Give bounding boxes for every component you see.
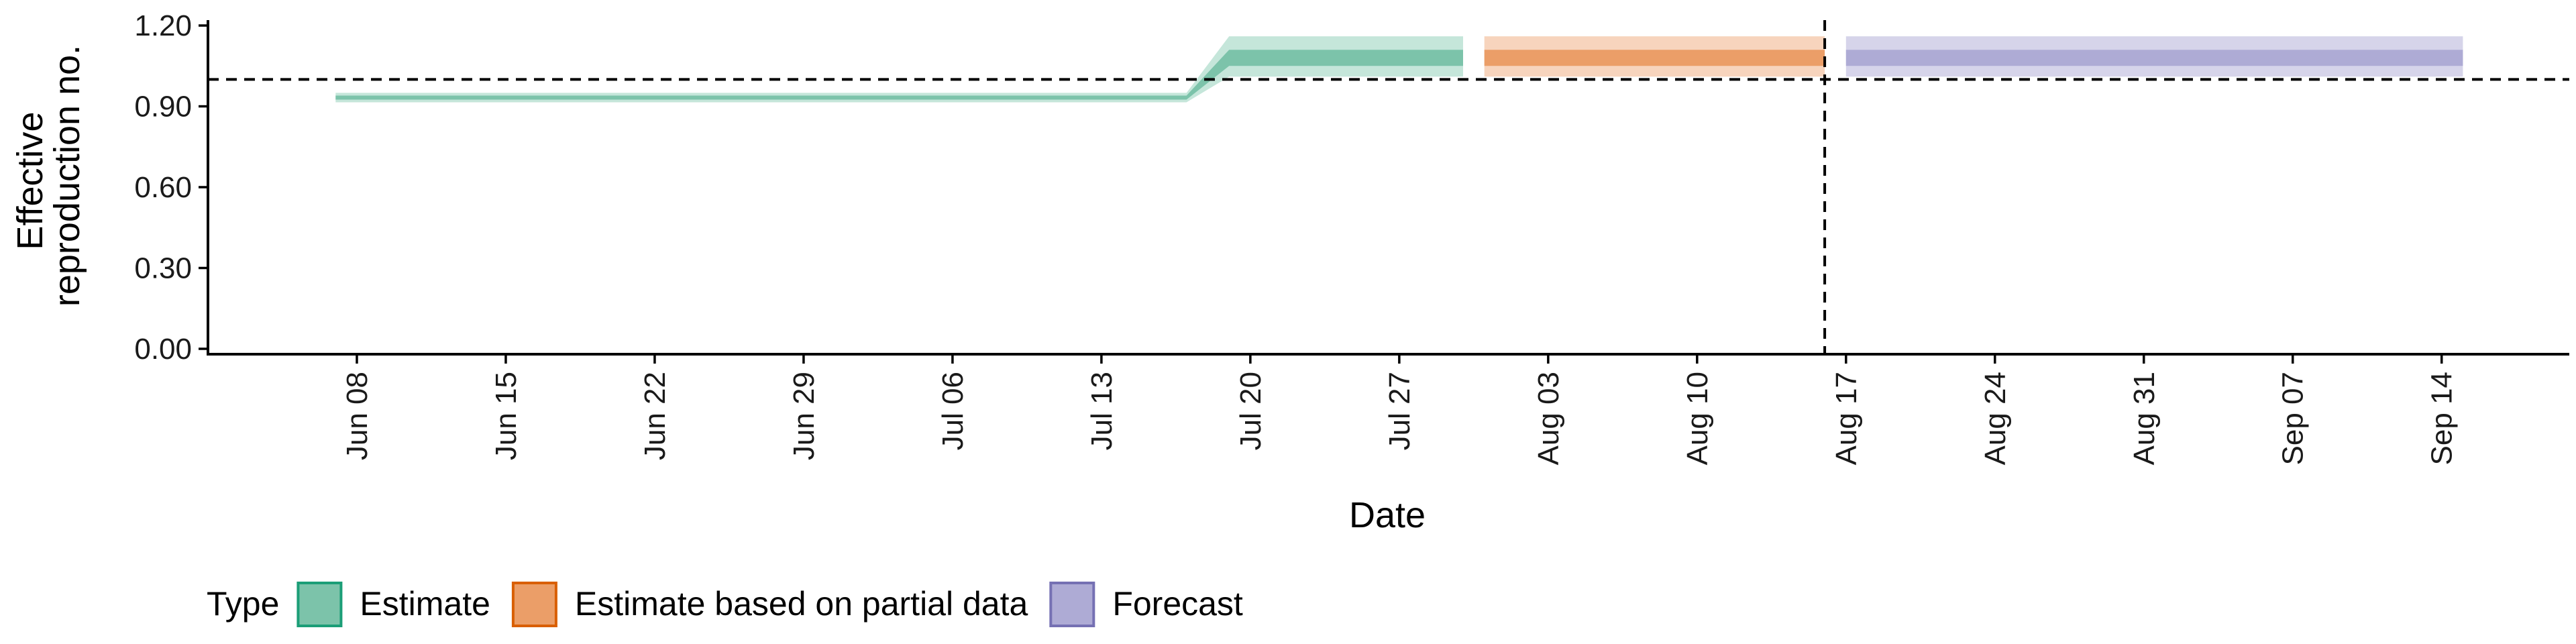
x-tick-label: Jun 22 bbox=[639, 372, 672, 460]
band-estimate-50 bbox=[335, 50, 1463, 100]
x-tick-label: Jul 13 bbox=[1085, 372, 1118, 450]
x-tick-label: Aug 31 bbox=[2128, 372, 2161, 465]
y-tick-label: 0.60 bbox=[134, 171, 192, 204]
x-tick-label: Aug 17 bbox=[1830, 372, 1863, 465]
x-tick-label: Aug 24 bbox=[1979, 372, 2012, 465]
x-tick-label: Jul 20 bbox=[1234, 372, 1267, 450]
y-ticks: 0.00 0.30 0.60 0.90 1.20 bbox=[134, 9, 208, 366]
x-tick-label: Aug 03 bbox=[1532, 372, 1565, 465]
x-axis-title: Date bbox=[1349, 495, 1426, 535]
y-axis-title: Effective reproduction no. bbox=[10, 45, 87, 307]
legend-title: Type bbox=[207, 585, 279, 623]
legend-key-estimate-based-on-partial-data bbox=[511, 582, 557, 627]
y-axis-title-line-2: reproduction no. bbox=[47, 45, 87, 307]
x-tick-label: Aug 10 bbox=[1681, 372, 1714, 465]
x-tick-label: Jun 15 bbox=[490, 372, 523, 460]
y-tick-label: 1.20 bbox=[134, 9, 192, 42]
legend-key-forecast bbox=[1049, 582, 1095, 627]
x-tick-label: Sep 14 bbox=[2426, 372, 2459, 465]
band-forecast-50 bbox=[1845, 50, 2463, 66]
legend-key-estimate bbox=[297, 582, 343, 627]
x-tick-label: Jul 27 bbox=[1383, 372, 1416, 450]
y-axis-title-line-1: Effective bbox=[10, 111, 50, 250]
x-ticks: Jun 08 Jun 15 Jun 22 Jun 29 Jul 06 Jul 13 Jul … bbox=[341, 354, 2459, 465]
legend: Type Estimate Estimate based on partial d… bbox=[207, 582, 1243, 627]
x-tick-label: Jun 29 bbox=[788, 372, 820, 460]
x-tick-label: Jun 08 bbox=[341, 372, 374, 460]
y-tick-label: 0.90 bbox=[134, 91, 192, 123]
legend-label-estimate-based-on-partial-data: Estimate based on partial data bbox=[575, 585, 1028, 623]
band-estimate-90 bbox=[335, 36, 1463, 103]
band-estimate-based-on-partial-data-50 bbox=[1484, 50, 1825, 66]
x-tick-label: Sep 07 bbox=[2277, 372, 2310, 465]
legend-label-estimate: Estimate bbox=[360, 585, 490, 623]
reference-lines bbox=[208, 20, 2569, 354]
y-tick-label: 0.00 bbox=[134, 333, 192, 366]
y-tick-label: 0.30 bbox=[134, 252, 192, 284]
bands-layer bbox=[335, 36, 2463, 103]
x-tick-label: Jul 06 bbox=[936, 372, 969, 450]
legend-label-forecast: Forecast bbox=[1112, 585, 1243, 623]
